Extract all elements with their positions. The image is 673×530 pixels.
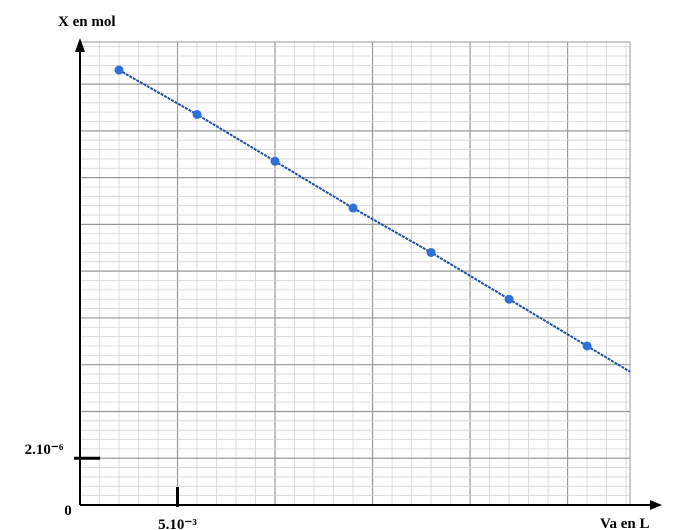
origin-label: 0 (64, 503, 72, 519)
grid (80, 41, 631, 505)
x-arrow (650, 500, 662, 510)
data-point (192, 109, 202, 119)
data-point (270, 156, 280, 166)
y-arrow (75, 38, 85, 52)
data-point (348, 203, 358, 213)
x-tick-label: 5.10⁻³ (158, 517, 197, 530)
data-point (114, 65, 124, 75)
data-point (582, 341, 592, 351)
data-point (426, 247, 436, 257)
data-point (504, 294, 514, 304)
y-axis-label: X en mol (58, 14, 116, 30)
y-tick-label: 2.10⁻⁶ (25, 442, 64, 458)
x-axis-label: Va en L (600, 516, 649, 530)
trend-extension (586, 345, 631, 373)
